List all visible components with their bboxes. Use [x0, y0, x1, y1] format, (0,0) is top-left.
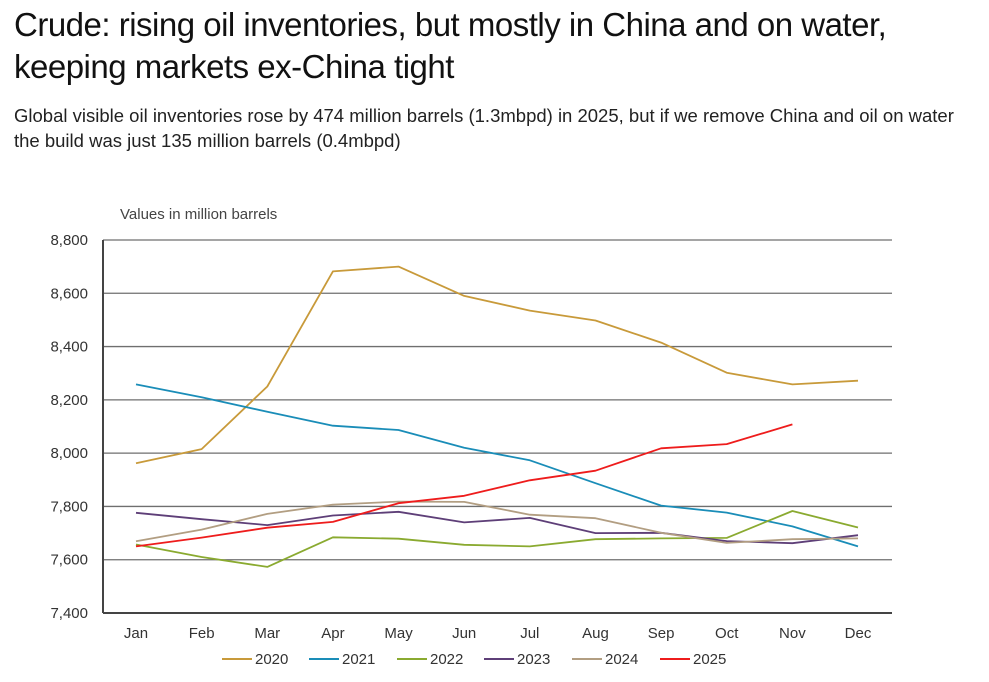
y-tick-label: 8,000	[50, 445, 88, 462]
series-line-2022	[135, 510, 859, 568]
y-tick-label: 8,600	[50, 285, 88, 302]
series-line-2021	[135, 383, 859, 548]
y-tick-label: 8,200	[50, 392, 88, 409]
gridlines	[103, 239, 892, 561]
x-tick-label: Oct	[715, 625, 739, 642]
series-line-2020	[135, 265, 859, 465]
y-tick-label: 8,400	[50, 339, 88, 356]
legend-label: 2021	[342, 651, 375, 668]
x-tick-label: Feb	[189, 625, 215, 642]
y-tick-label: 7,600	[50, 552, 88, 569]
y-tick-label: 8,800	[50, 232, 88, 249]
page-subtitle: Global visible oil inventories rose by 4…	[14, 105, 954, 151]
legend-label: 2022	[430, 651, 463, 668]
x-tick-label: May	[384, 625, 413, 642]
x-axis-ticks: Jan Feb Mar Apr May Jun Jul Aug Sep Oct Nov Dec	[124, 625, 872, 642]
legend-item-2024: 2024	[572, 651, 638, 668]
legend-item-2022: 2022	[397, 651, 463, 668]
legend-item-2021: 2021	[309, 651, 375, 668]
x-tick-label: Jun	[452, 625, 476, 642]
x-tick-label: Jan	[124, 625, 148, 642]
legend-label: 2023	[517, 651, 550, 668]
legend-item-2023: 2023	[484, 651, 550, 668]
y-axis-ticks: 7,400 7,600 7,800 8,000 8,200 8,400 8,600 8,800	[50, 232, 88, 622]
legend-item-2025: 2025	[660, 651, 726, 668]
x-tick-label: Jul	[520, 625, 539, 642]
x-tick-label: Apr	[321, 625, 344, 642]
x-tick-label: Sep	[648, 625, 675, 642]
series-line-2024	[135, 500, 859, 544]
y-tick-label: 7,400	[50, 605, 88, 622]
legend-label: 2020	[255, 651, 288, 668]
legend: 2020 2021 2022 2023 2024 2025	[222, 651, 726, 668]
unit-label: Values in million barrels	[120, 206, 277, 223]
x-tick-label: Aug	[582, 625, 609, 642]
x-tick-label: Dec	[845, 625, 872, 642]
x-tick-label: Mar	[254, 625, 280, 642]
x-tick-label: Nov	[779, 625, 806, 642]
legend-label: 2024	[605, 651, 638, 668]
series-line-2025	[135, 423, 793, 548]
y-tick-label: 7,800	[50, 498, 88, 515]
series-lines	[135, 265, 859, 568]
series-line-2023	[135, 510, 859, 545]
legend-label: 2025	[693, 651, 726, 668]
page-title: Crude: rising oil inventories, but mostl…	[14, 6, 887, 85]
legend-item-2020: 2020	[222, 651, 288, 668]
